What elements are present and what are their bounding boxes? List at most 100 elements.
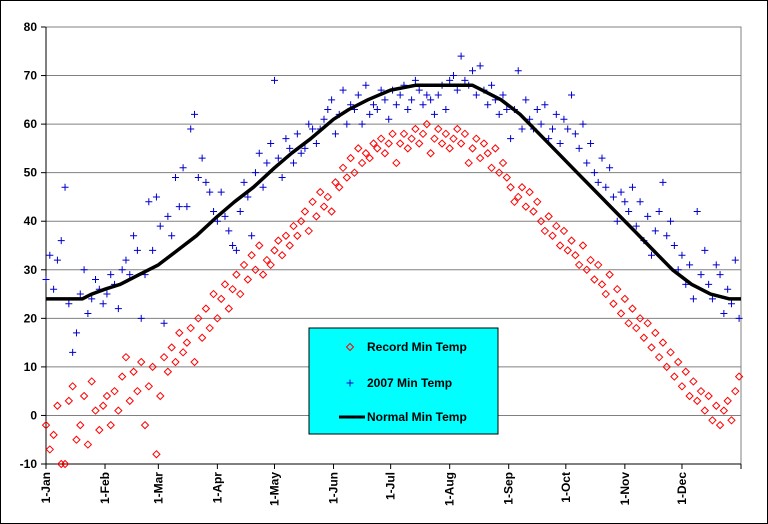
min-2007-point [457,52,465,60]
record-min-point [635,314,645,323]
min-2007-point [678,251,686,259]
record-min-point [681,367,690,376]
min-2007-point [427,96,435,104]
record-min-point [171,357,180,367]
min-2007-point [731,256,739,264]
record-min-point [491,144,500,153]
record-min-point [117,372,127,381]
min-2007-point [548,125,556,133]
min-2007-point [69,348,77,356]
min-2007-point [651,227,659,235]
min-2007-point [130,232,138,240]
record-min-point [475,153,485,163]
min-2007-point [689,295,697,303]
min-2007-point [213,217,221,225]
record-min-point [506,183,515,192]
record-min-point [533,197,542,207]
min-2007-point [72,329,80,337]
min-2007-point [564,125,572,133]
record-min-point [567,236,576,245]
record-min-point [662,362,671,372]
record-min-point [133,386,142,396]
x-tick-label: 1-Oct [559,472,573,503]
record-min-point [437,139,447,148]
record-min-point [175,328,184,338]
x-tick-label: 1-Jan [39,472,53,503]
x-tick-label: 1-Nov [618,472,632,506]
x-tick-label: 1-Aug [443,472,457,506]
record-min-point [79,391,89,401]
min-2007-point [484,101,492,109]
min-2007-point [156,222,164,230]
record-min-point [479,139,489,148]
record-min-point [129,367,138,376]
min-2007-point [575,144,583,152]
min-2007-point [248,232,256,240]
record-min-point [338,163,348,173]
record-min-point [426,149,435,158]
min-2007-point [312,140,320,148]
min-2007-point [152,193,160,201]
min-2007-point [686,261,694,269]
record-min-point [723,396,732,406]
record-min-point [601,289,611,299]
min-2007-point [324,106,332,114]
min-2007-point [587,140,595,148]
min-2007-point [179,164,187,172]
min-2007-point [693,208,701,216]
min-2007-point [183,203,191,211]
record-min-point [494,168,504,177]
min-2007-point [65,300,73,308]
record-min-point [121,352,131,362]
min-2007-point [628,183,636,191]
record-min-point [91,406,100,415]
record-min-point [434,124,443,134]
min-2007-point [453,86,461,94]
x-tick-label: 1-Jul [384,472,398,500]
record-min-point [87,377,96,386]
record-min-point [696,386,706,396]
record-min-point [719,406,729,415]
min-2007-point [499,91,507,99]
min-2007-point [107,271,115,279]
record-min-point [529,207,538,216]
record-min-point [136,357,146,367]
record-min-point [319,202,329,211]
record-min-point [270,246,279,255]
record-min-point [159,352,169,362]
min-2007-point [594,178,602,186]
min-2007-point [99,300,107,308]
record-min-point [727,416,736,425]
record-min-point [331,178,340,187]
record-min-point [673,357,683,367]
record-min-point [670,372,679,381]
record-min-point [163,367,173,376]
record-min-point [167,343,176,352]
min-2007-point [621,198,629,206]
record-min-point [555,241,565,250]
min-2007-point [712,261,720,269]
min-2007-point [198,154,206,162]
min-2007-point [133,246,141,254]
min-2007-point [560,115,568,123]
legend-label: Record Min Temp [367,340,467,354]
record-min-point [639,333,649,342]
record-min-point [194,314,203,323]
y-tick-label: 50 [24,166,38,180]
min-2007-point [259,183,267,191]
min-2007-point [244,193,252,201]
record-min-point [228,284,237,294]
record-min-point [578,241,588,250]
min-2007-point [461,76,469,84]
min-2007-point [533,106,541,114]
min-2007-point [84,309,92,317]
min-2007-point [263,159,271,167]
record-min-point [140,420,150,430]
min-2007-point [514,67,522,75]
record-min-point [220,280,230,289]
record-min-point [571,251,580,260]
min-2007-point [670,242,678,249]
record-min-point [403,144,412,153]
